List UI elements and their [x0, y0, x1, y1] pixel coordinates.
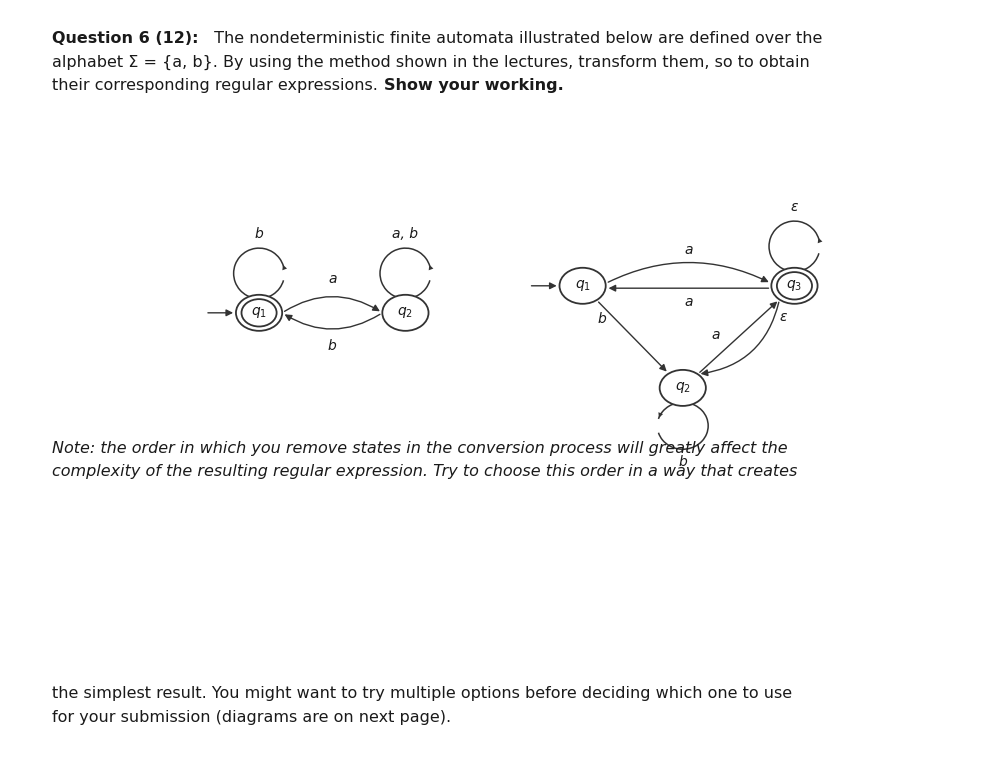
Text: a: a: [684, 295, 693, 309]
Text: Note: the order in which you remove states in the conversion process will greatl: Note: the order in which you remove stat…: [52, 441, 787, 456]
Circle shape: [236, 295, 282, 331]
Text: b: b: [254, 227, 263, 241]
Text: $q_1$: $q_1$: [251, 305, 267, 321]
Text: for your submission (diagrams are on next page).: for your submission (diagrams are on nex…: [52, 710, 451, 725]
Text: b: b: [678, 456, 687, 470]
Text: a, b: a, b: [393, 227, 418, 241]
Text: b: b: [328, 339, 337, 353]
Text: Show your working.: Show your working.: [384, 78, 564, 93]
Text: $q_2$: $q_2$: [675, 381, 691, 395]
Circle shape: [660, 370, 706, 406]
Circle shape: [383, 295, 428, 331]
Circle shape: [560, 268, 605, 303]
Text: complexity of the resulting regular expression. Try to choose this order in a wa: complexity of the resulting regular expr…: [52, 464, 797, 479]
Text: a: a: [712, 328, 721, 342]
Text: their corresponding regular expressions.: their corresponding regular expressions.: [52, 78, 383, 93]
Text: $q_2$: $q_2$: [398, 305, 414, 321]
Text: ε: ε: [779, 310, 786, 324]
Text: $q_3$: $q_3$: [786, 278, 802, 293]
Circle shape: [771, 268, 818, 303]
Text: the simplest result. You might want to try multiple options before deciding whic: the simplest result. You might want to t…: [52, 686, 792, 701]
Text: $q_1$: $q_1$: [575, 278, 590, 293]
Text: ε: ε: [790, 200, 798, 214]
Text: Question 6 (12):: Question 6 (12):: [52, 31, 198, 46]
Text: b: b: [597, 311, 605, 325]
Text: a: a: [328, 271, 337, 285]
Text: alphabet Σ = {a, b}. By using the method shown in the lectures, transform them, : alphabet Σ = {a, b}. By using the method…: [52, 55, 809, 69]
Text: The nondeterministic finite automata illustrated below are defined over the: The nondeterministic finite automata ill…: [209, 31, 822, 46]
Text: a: a: [684, 243, 693, 257]
